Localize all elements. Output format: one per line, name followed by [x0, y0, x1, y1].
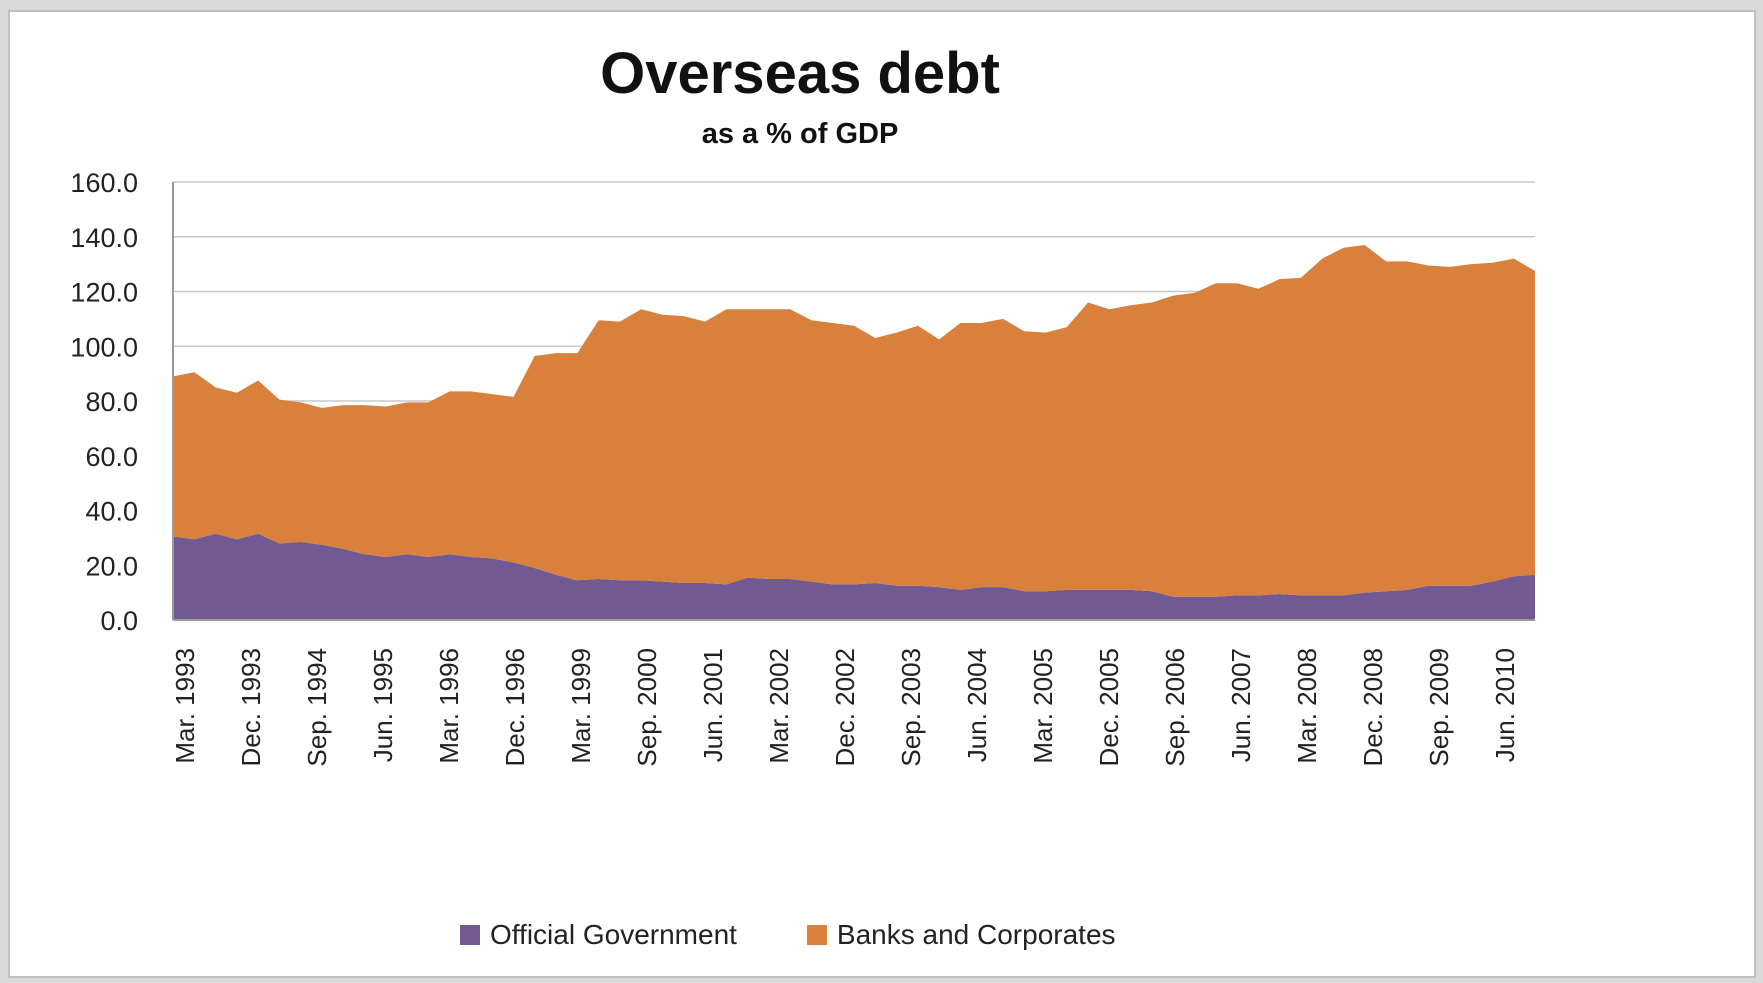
x-tick-label: Mar. 1993 — [170, 648, 200, 764]
x-tick-label: Sep. 2009 — [1424, 648, 1454, 767]
chart-legend: Official Government Banks and Corporates — [460, 915, 1186, 955]
y-tick-label: 40.0 — [85, 497, 138, 527]
area-banks-and-corporates — [173, 244, 1535, 597]
x-tick-label: Dec. 2008 — [1358, 648, 1388, 767]
x-tick-label: Jun. 2010 — [1490, 648, 1520, 762]
legend-swatch-official-government — [460, 925, 480, 945]
chart-subtitle: as a % of GDP — [701, 118, 899, 150]
legend-label-banks-and-corporates: Banks and Corporates — [836, 919, 1116, 950]
x-tick-label: Mar. 1999 — [566, 648, 596, 764]
x-tick-label: Sep. 2006 — [1160, 648, 1190, 767]
y-tick-label: 160.0 — [70, 168, 138, 198]
y-tick-label: 0.0 — [100, 606, 138, 636]
y-tick-label: 20.0 — [85, 551, 138, 581]
x-tick-label: Jun. 1995 — [368, 648, 398, 762]
y-tick-label: 100.0 — [70, 332, 138, 362]
x-tick-label: Jun. 2004 — [962, 648, 992, 762]
x-tick-label: Dec. 1996 — [500, 648, 530, 767]
x-tick-label: Mar. 2008 — [1292, 648, 1322, 764]
chart-title: Overseas debt — [600, 41, 1000, 106]
x-tick-label: Mar. 2002 — [764, 648, 794, 764]
y-tick-label: 80.0 — [85, 387, 138, 417]
x-tick-label: Jun. 2001 — [698, 648, 728, 762]
x-tick-label: Dec. 2002 — [830, 648, 860, 767]
y-tick-label: 60.0 — [85, 442, 138, 472]
legend-item-official-government: Official Government — [460, 919, 737, 951]
area-official-government — [173, 533, 1535, 620]
legend-item-banks-and-corporates: Banks and Corporates — [806, 919, 1116, 951]
x-tick-label: Sep. 2000 — [632, 648, 662, 767]
x-tick-label: Sep. 1994 — [302, 648, 332, 767]
y-tick-label: 140.0 — [70, 223, 138, 253]
x-tick-label: Dec. 2005 — [1094, 648, 1124, 767]
x-tick-label: Sep. 2003 — [896, 648, 926, 767]
x-tick-label: Mar. 2005 — [1028, 648, 1058, 764]
x-tick-label: Dec. 1993 — [236, 648, 266, 767]
legend-label-official-government: Official Government — [490, 919, 737, 950]
x-tick-label: Jun. 2007 — [1226, 648, 1256, 762]
x-tick-label: Mar. 1996 — [434, 648, 464, 764]
y-tick-label: 120.0 — [70, 278, 138, 308]
legend-swatch-banks-and-corporates — [806, 925, 827, 945]
